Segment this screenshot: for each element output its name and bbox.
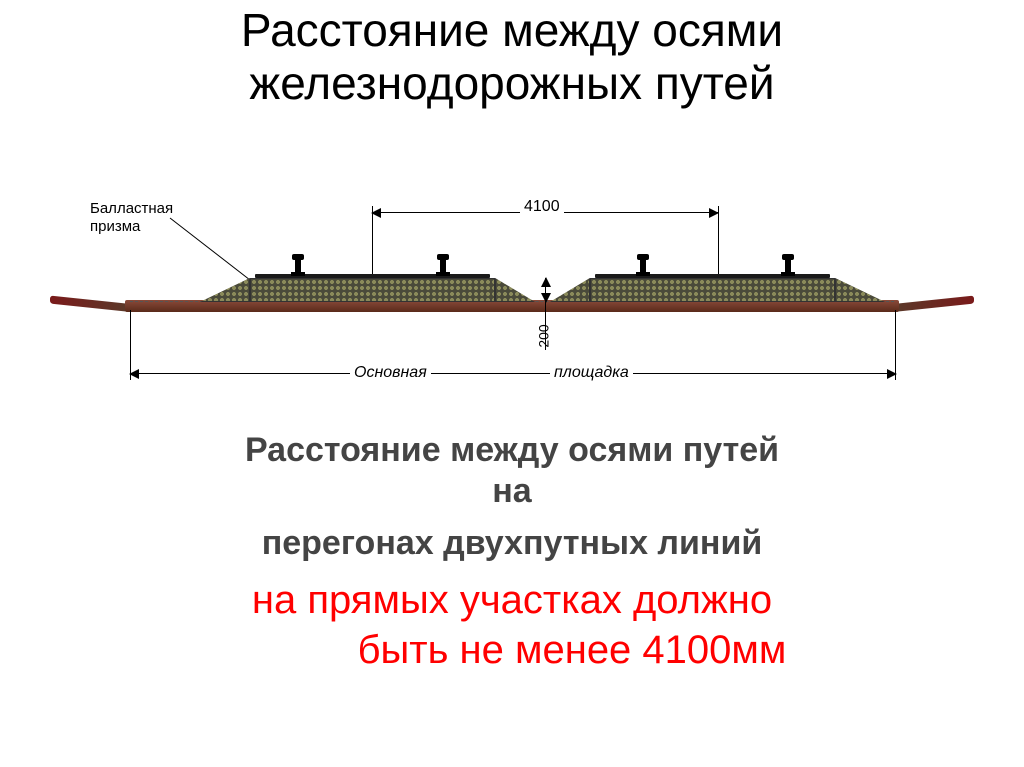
ballast-callout: Балластная призма xyxy=(90,200,173,236)
top-dim-label: 4100 xyxy=(520,198,564,216)
bottom-label-r: площадка xyxy=(550,364,633,382)
title-line-2: железнодорожных путей xyxy=(249,57,774,109)
ballast-slope-r2 xyxy=(835,278,885,302)
sub-red-1: на прямых участках должно xyxy=(252,578,772,622)
bottom-label-l: Основная xyxy=(350,364,431,382)
title-line-1: Расстояние между осями xyxy=(241,4,783,56)
sub-bold-1b: на xyxy=(492,472,531,510)
height-dim-label: 200 xyxy=(536,320,552,351)
subtitle-block: Расстояние между осями путей на перегона… xyxy=(0,430,1024,675)
subtitle-red: на прямых участках должно быть не менее … xyxy=(0,575,1024,675)
earth-right xyxy=(894,296,974,312)
sub-bold-1a: Расстояние между осями путей xyxy=(245,431,779,469)
callout-l2: призма xyxy=(90,218,140,235)
height-ext xyxy=(545,302,546,350)
rail-1a xyxy=(295,258,301,274)
rail-1b xyxy=(440,258,446,274)
page-title: Расстояние между осями железнодорожных п… xyxy=(0,0,1024,110)
ballast-slope-r1 xyxy=(495,278,535,302)
earth-left xyxy=(50,296,130,312)
subtitle-bold-2: перегонах двухпутных линий xyxy=(0,524,1024,563)
rail-2b xyxy=(785,258,791,274)
ballast-body-1 xyxy=(250,278,495,302)
bottom-dim-line xyxy=(130,373,896,374)
ballast-slope-l2 xyxy=(550,278,590,302)
ballast-body-2 xyxy=(590,278,835,302)
cross-section-diagram: Балластная призма 4100 200 Основная площ… xyxy=(50,170,974,390)
height-dim-line xyxy=(545,278,546,302)
callout-l1: Балластная xyxy=(90,200,173,217)
sub-red-2: быть не менее 4100мм xyxy=(238,628,787,672)
rail-2a xyxy=(640,258,646,274)
subtitle-bold-1: Расстояние между осями путей на xyxy=(0,430,1024,512)
